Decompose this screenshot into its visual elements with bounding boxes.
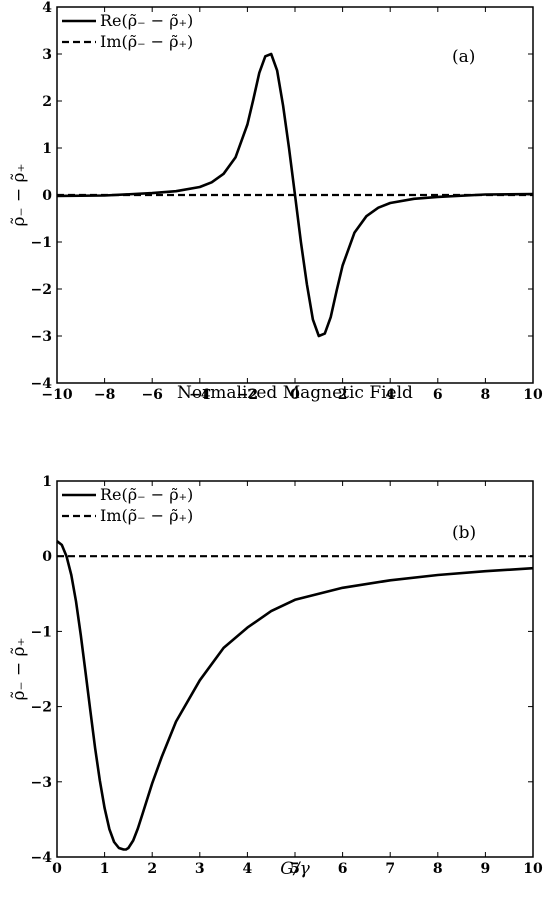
legend: Re(ρ̃₋ − ρ̃₊) Im(ρ̃₋ − ρ̃₊) <box>62 485 193 525</box>
legend-label: Re(ρ̃₋ − ρ̃₊) <box>100 11 193 30</box>
x-tick-label: 0 <box>52 861 62 877</box>
x-tick-label: 4 <box>243 861 253 877</box>
x-tick-label: 9 <box>481 861 491 877</box>
x-tick-label: 5 <box>290 861 300 877</box>
y-tick-label: −2 <box>31 282 52 298</box>
x-tick-label: 1 <box>100 861 110 877</box>
x-tick-label: 0 <box>290 387 300 403</box>
x-axis-label: G/γ <box>280 859 310 879</box>
panel-tag: (b) <box>452 523 476 543</box>
y-tick-label: −1 <box>31 624 52 640</box>
panel-tag: (a) <box>452 47 475 67</box>
y-tick-label: 0 <box>42 549 52 565</box>
y-tick-label: 2 <box>42 94 52 110</box>
y-tick-label: 0 <box>42 188 52 204</box>
x-tick-label: −2 <box>237 387 258 403</box>
legend-label: Re(ρ̃₋ − ρ̃₊) <box>100 485 193 504</box>
y-axis-label: ρ̃₋ − ρ̃₊ <box>9 638 29 701</box>
x-tick-label: 6 <box>433 387 443 403</box>
x-tick-label: 2 <box>338 387 348 403</box>
y-tick-label: 1 <box>42 141 52 157</box>
x-tick-label: −4 <box>189 387 211 403</box>
x-tick-label: 8 <box>481 387 491 403</box>
y-tick-label: −2 <box>31 700 52 716</box>
y-tick-label: −3 <box>31 329 52 345</box>
x-axis-label: Normalized Magnetic Field <box>177 383 413 403</box>
x-tick-label: 2 <box>147 861 157 877</box>
x-tick-label: −8 <box>94 387 115 403</box>
x-tick-label: 10 <box>523 387 543 403</box>
y-axis-label: ρ̃₋ − ρ̃₊ <box>9 164 29 227</box>
y-tick-label: 3 <box>42 47 52 63</box>
y-tick-label: −3 <box>31 775 52 791</box>
y-tick-label: 1 <box>42 474 52 490</box>
x-tick-label: −6 <box>141 387 162 403</box>
x-tick-label: 10 <box>523 861 543 877</box>
legend-label: Im(ρ̃₋ − ρ̃₊) <box>100 506 193 525</box>
x-tick-label: 4 <box>385 387 395 403</box>
x-tick-label: 3 <box>195 861 205 877</box>
y-tick-label: −1 <box>31 235 52 251</box>
legend-label: Im(ρ̃₋ − ρ̃₊) <box>100 32 193 51</box>
x-tick-label: 6 <box>338 861 348 877</box>
legend: Re(ρ̃₋ − ρ̃₊) Im(ρ̃₋ − ρ̃₊) <box>62 11 193 51</box>
y-tick-label: −4 <box>31 376 53 392</box>
x-tick-label: 7 <box>385 861 395 877</box>
y-tick-label: 4 <box>42 0 52 16</box>
x-tick-label: −10 <box>41 387 72 403</box>
x-tick-label: 8 <box>433 861 443 877</box>
y-tick-label: −4 <box>31 850 53 866</box>
series-line-re <box>56 540 534 851</box>
